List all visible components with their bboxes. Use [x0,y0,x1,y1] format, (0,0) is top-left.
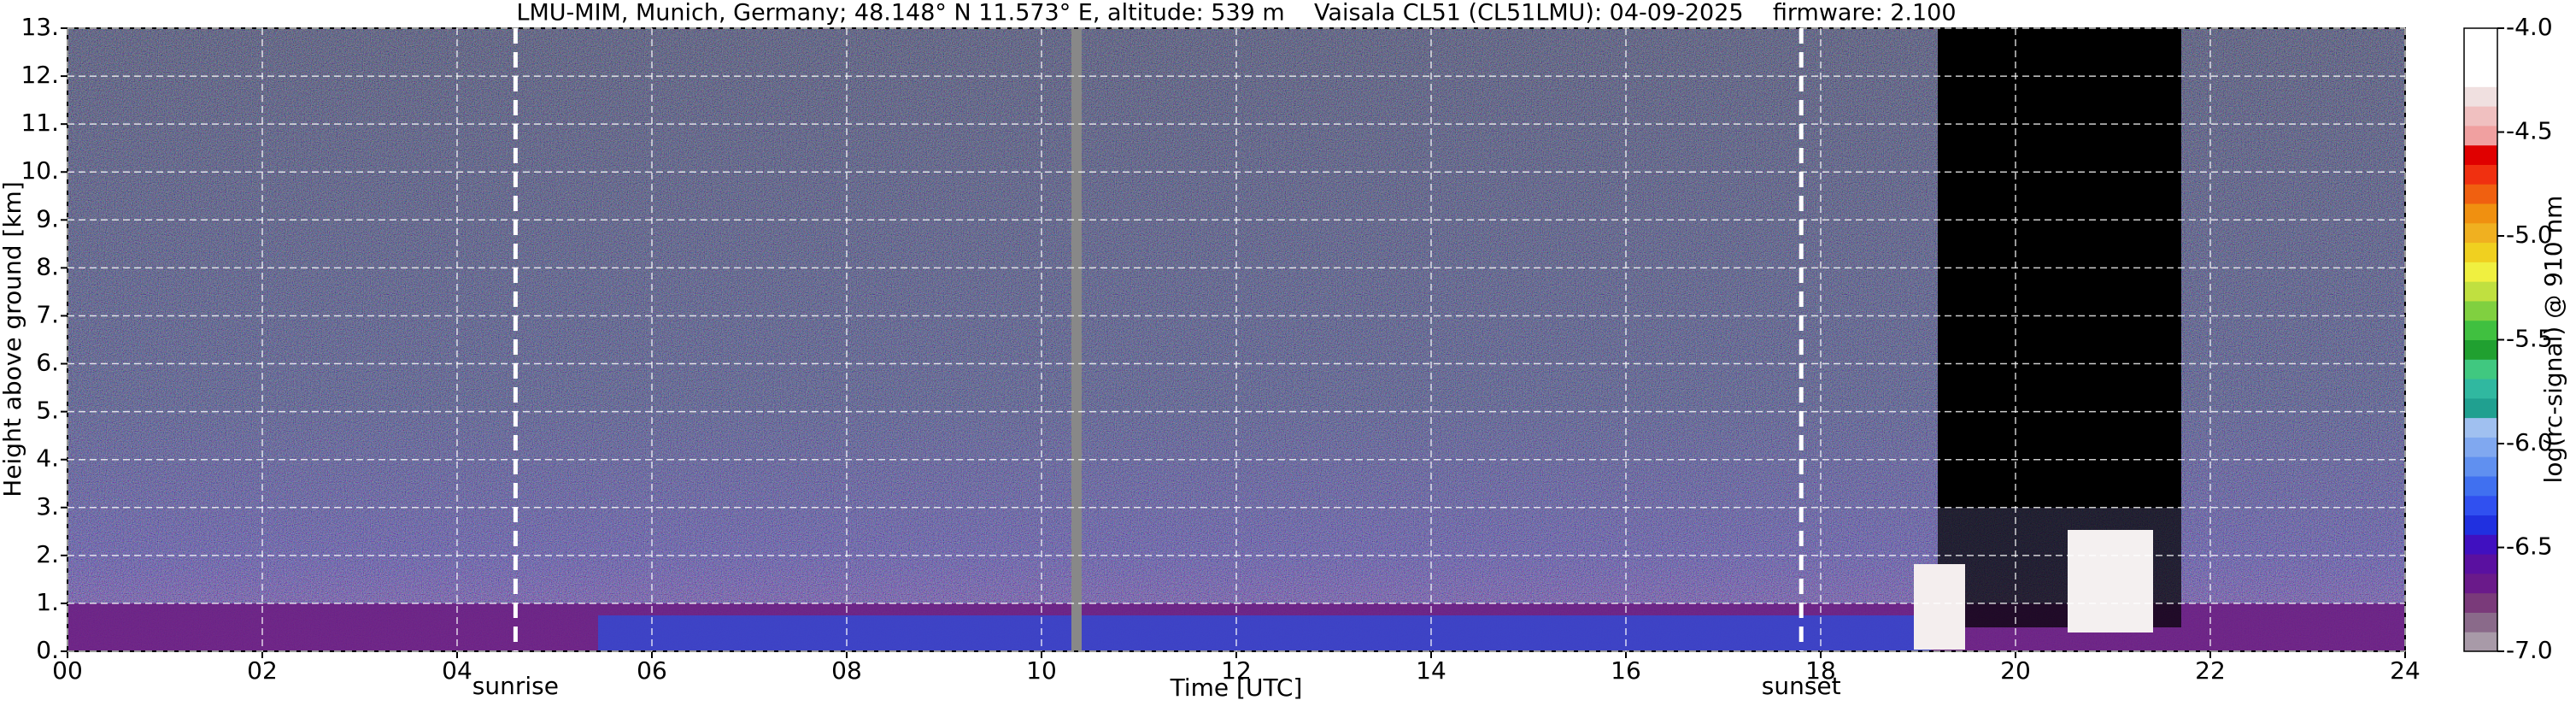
annotation-label: sunrise [472,672,559,700]
colorbar-segment [2464,632,2497,652]
colorbar-segment [2464,164,2497,185]
x-tick-label: 06 [637,656,667,685]
x-tick-label: 02 [247,656,278,685]
colorbar-segment [2464,534,2497,555]
colorbar-segment [2464,184,2497,204]
y-tick-label: 9. [36,204,59,232]
x-tick-label: 00 [52,656,83,685]
chart-title: LMU-MIM, Munich, Germany; 48.148° N 11.5… [516,0,1956,26]
colorbar-segment [2464,67,2497,87]
colorbar-segment [2464,379,2497,399]
colorbar-segment [2464,339,2497,360]
colorbar-segment [2464,417,2497,438]
colorbar-label: log(rc-signal) @ 910 nm [2539,196,2567,484]
x-tick-label: 10 [1026,656,1057,685]
colorbar-segment [2464,125,2497,146]
y-tick-label: 0. [36,636,59,664]
y-tick-label: 4. [36,444,59,473]
colorbar-segment [2464,28,2497,49]
colorbar-segment [2464,281,2497,302]
x-tick-label: 04 [442,656,472,685]
colorbar-segment [2464,456,2497,477]
colorbar-segment [2464,515,2497,535]
colorbar-segment [2464,203,2497,224]
colorbar-tick-label: -5.5 [2506,325,2553,353]
y-tick-label: 5. [36,397,59,425]
annotation-label: sunset [1762,672,1841,700]
colorbar-segment [2464,47,2497,68]
x-tick-label: 22 [2195,656,2226,685]
y-tick-label: 12. [21,61,59,89]
colorbar-segment [2464,320,2497,340]
y-tick-label: 1. [36,588,59,616]
y-tick-label: 3. [36,492,59,521]
colorbar-segment [2464,475,2497,497]
x-axis-label: Time [UTC] [1170,674,1303,702]
colorbar-tick-label: -7.0 [2506,636,2553,664]
y-axis-label: Height above ground [km] [0,181,26,497]
y-tick-label: 11. [21,109,59,137]
y-tick-label: 8. [36,252,59,280]
colorbar-tick-label: -5.0 [2506,221,2553,249]
colorbar-segment [2464,106,2497,126]
colorbar-segment [2464,612,2497,632]
colorbar-segment [2464,495,2497,516]
colorbar-segment [2464,242,2497,262]
x-tick-label: 20 [2000,656,2031,685]
colorbar-segment [2464,86,2497,107]
x-tick-label: 12 [1221,656,1252,685]
colorbar-segment [2464,359,2497,379]
colorbar-tick-label: -4.0 [2506,13,2553,41]
y-tick-label: 7. [36,300,59,328]
x-tick-label: 08 [831,656,862,685]
x-tick-label: 24 [2390,656,2421,685]
y-tick-label: 2. [36,540,59,568]
colorbar-segment [2464,573,2497,594]
colorbar-segment [2464,592,2497,613]
colorbar-tick-label: -4.5 [2506,117,2553,145]
colorbar-segment [2464,144,2497,165]
x-tick-label: 14 [1416,656,1446,685]
colorbar-segment [2464,262,2497,282]
colorbar-tick-label: -6.0 [2506,428,2553,456]
colorbar-segment [2464,397,2497,419]
colorbar-segment [2464,222,2497,244]
x-tick-label: 18 [1805,656,1836,685]
y-tick-label: 13. [21,13,59,41]
x-tick-label: 16 [1611,656,1641,685]
colorbar-tick-label: -6.5 [2506,532,2553,561]
y-tick-label: 6. [36,349,59,377]
y-tick-label: 10. [21,156,59,185]
colorbar-segment [2464,437,2497,457]
colorbar-segment [2464,300,2497,321]
colorbar-segment [2464,554,2497,574]
